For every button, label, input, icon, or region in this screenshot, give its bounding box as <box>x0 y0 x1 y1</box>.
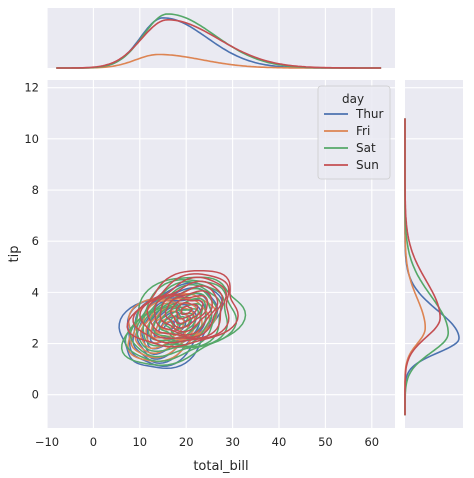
contour-sat <box>135 283 222 353</box>
legend: day Thur Fri Sat Sun <box>317 85 391 180</box>
y-tick-labels: 0 2 4 6 8 10 12 <box>24 81 39 402</box>
right-marginal-grid <box>405 87 463 396</box>
right-marginal-curve-sun <box>404 118 441 416</box>
top-marginal-curve-sun <box>56 19 382 69</box>
contour-sat <box>164 308 200 335</box>
legend-label-sun: Sun <box>356 158 379 172</box>
contour-sat <box>142 287 218 348</box>
contour-sun <box>170 298 204 325</box>
x-tick-label: 50 <box>318 435 333 449</box>
x-tick-label: 40 <box>272 435 287 449</box>
right-marginal-curves <box>404 118 460 416</box>
contour-fri <box>145 306 191 344</box>
y-tick-label: 2 <box>32 337 39 351</box>
x-tick-label: 0 <box>90 435 97 449</box>
x-tick-label: −10 <box>35 435 59 449</box>
x-tick-label: 10 <box>132 435 147 449</box>
y-axis-label: tip <box>7 246 22 263</box>
y-tick-label: 0 <box>32 388 39 402</box>
y-tick-label: 10 <box>24 132 39 146</box>
right-marginal-panel <box>405 80 463 428</box>
top-marginal-curves <box>56 13 382 69</box>
contour-sun <box>164 295 209 329</box>
x-tick-label: 20 <box>179 435 194 449</box>
legend-label-thur: Thur <box>355 107 384 121</box>
x-tick-labels: −10 0 10 20 30 40 50 60 <box>35 435 379 449</box>
contour-sun <box>175 301 199 320</box>
x-tick-label: 30 <box>225 435 240 449</box>
contour-fri <box>134 299 203 355</box>
x-axis-label: total_bill <box>193 459 248 474</box>
legend-label-sat: Sat <box>356 141 376 155</box>
contour-sun <box>146 280 224 338</box>
y-tick-label: 6 <box>32 234 39 248</box>
top-marginal-panel <box>47 8 395 68</box>
legend-label-fri: Fri <box>356 124 370 138</box>
joint-plot-grid <box>46 80 395 428</box>
legend-title: day <box>342 92 364 106</box>
contour-sun <box>180 305 193 316</box>
y-tick-label: 8 <box>32 183 39 197</box>
contour-sun <box>139 276 228 340</box>
y-tick-label: 4 <box>32 285 39 299</box>
kde-contours <box>118 269 247 370</box>
contour-sun <box>126 269 239 348</box>
legend-items: Thur Fri Sat Sun <box>324 107 384 172</box>
y-tick-label: 12 <box>24 81 39 95</box>
legend-box <box>317 85 391 180</box>
contour-sun <box>153 285 219 336</box>
contour-sun <box>132 273 230 344</box>
contour-sun <box>159 290 213 333</box>
x-tick-label: 60 <box>364 435 379 449</box>
